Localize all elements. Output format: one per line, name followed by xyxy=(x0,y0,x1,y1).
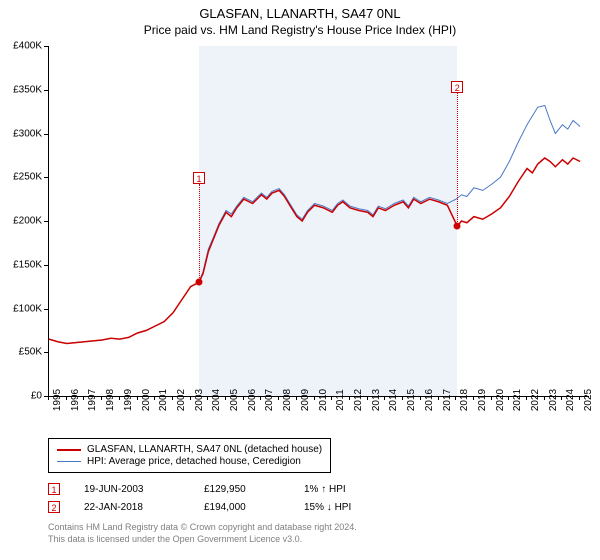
y-tick-label: £350K xyxy=(0,84,42,95)
y-tick-label: £50K xyxy=(0,347,42,358)
x-tick-label: 2014 xyxy=(388,389,399,411)
marker-dotline xyxy=(199,184,200,282)
transaction-row: 1 19-JUN-2003 £129,950 1% ↑ HPI xyxy=(48,480,404,498)
legend-item-hpi: HPI: Average price, detached house, Cere… xyxy=(57,456,322,467)
legend-swatch-blue xyxy=(57,461,81,462)
transaction-price: £129,950 xyxy=(204,484,304,495)
x-tick-label: 1999 xyxy=(123,389,134,411)
x-tick-label: 1998 xyxy=(105,389,116,411)
x-tick-label: 2005 xyxy=(229,389,240,411)
x-tick-label: 2020 xyxy=(495,389,506,411)
x-tick-label: 2011 xyxy=(335,389,346,411)
legend-swatch-red xyxy=(57,449,81,451)
y-tick-label: £250K xyxy=(0,172,42,183)
transaction-marker-2: 2 xyxy=(48,501,60,513)
transaction-row: 2 22-JAN-2018 £194,000 15% ↓ HPI xyxy=(48,498,404,516)
x-tick-label: 1997 xyxy=(87,389,98,411)
x-tick-label: 1995 xyxy=(52,389,63,411)
transaction-price: £194,000 xyxy=(204,502,304,513)
x-tick-label: 2006 xyxy=(247,389,258,411)
footer-line2: This data is licensed under the Open Gov… xyxy=(48,534,357,546)
x-tick-label: 2008 xyxy=(282,389,293,411)
x-tick-label: 2016 xyxy=(424,389,435,411)
x-tick-label: 2018 xyxy=(459,389,470,411)
x-tick-label: 2017 xyxy=(442,389,453,411)
series-line-glasfan xyxy=(49,158,580,344)
x-tick-label: 2024 xyxy=(565,389,576,411)
marker-box-1: 1 xyxy=(193,172,205,184)
y-tick-label: £300K xyxy=(0,128,42,139)
transaction-pct: 1% ↑ HPI xyxy=(304,484,404,495)
subtitle: Price paid vs. HM Land Registry's House … xyxy=(0,21,600,37)
marker-dotline xyxy=(457,93,458,226)
legend-label: HPI: Average price, detached house, Cere… xyxy=(87,456,301,467)
x-tick-label: 2007 xyxy=(264,389,275,411)
title: GLASFAN, LLANARTH, SA47 0NL xyxy=(0,0,600,21)
transaction-date: 22-JAN-2018 xyxy=(84,502,204,513)
transaction-pct: 15% ↓ HPI xyxy=(304,502,404,513)
x-tick-label: 2023 xyxy=(548,389,559,411)
y-tick-label: £200K xyxy=(0,216,42,227)
footer: Contains HM Land Registry data © Crown c… xyxy=(48,522,357,545)
chart-area: 12 £0£50K£100K£150K£200K£250K£300K£350K£… xyxy=(48,46,588,396)
x-tick-label: 2001 xyxy=(158,389,169,411)
plot: 12 xyxy=(48,46,589,397)
y-tick-label: £100K xyxy=(0,303,42,314)
x-tick-label: 2009 xyxy=(300,389,311,411)
marker-dot-1 xyxy=(195,279,202,286)
x-tick-label: 2025 xyxy=(583,389,594,411)
y-tick-label: £400K xyxy=(0,41,42,52)
y-tick-label: £0 xyxy=(0,391,42,402)
marker-dot-2 xyxy=(454,223,461,230)
x-tick-label: 2021 xyxy=(512,389,523,411)
x-tick-label: 2013 xyxy=(371,389,382,411)
legend-label: GLASFAN, LLANARTH, SA47 0NL (detached ho… xyxy=(87,444,322,455)
transaction-date: 19-JUN-2003 xyxy=(84,484,204,495)
legend-item-glasfan: GLASFAN, LLANARTH, SA47 0NL (detached ho… xyxy=(57,444,322,455)
x-tick-label: 1996 xyxy=(70,389,81,411)
chart-container: GLASFAN, LLANARTH, SA47 0NL Price paid v… xyxy=(0,0,600,560)
transaction-table: 1 19-JUN-2003 £129,950 1% ↑ HPI 2 22-JAN… xyxy=(48,480,404,516)
x-tick-label: 2002 xyxy=(176,389,187,411)
series-line-hpi xyxy=(49,106,580,344)
x-tick-label: 2004 xyxy=(211,389,222,411)
marker-box-2: 2 xyxy=(451,81,463,93)
x-tick-label: 2012 xyxy=(353,389,364,411)
transaction-marker-1: 1 xyxy=(48,483,60,495)
y-tick-label: £150K xyxy=(0,259,42,270)
footer-line1: Contains HM Land Registry data © Crown c… xyxy=(48,522,357,534)
x-tick-label: 2000 xyxy=(141,389,152,411)
x-tick-label: 2022 xyxy=(530,389,541,411)
x-tick-label: 2003 xyxy=(194,389,205,411)
legend: GLASFAN, LLANARTH, SA47 0NL (detached ho… xyxy=(48,438,331,473)
x-tick-label: 2019 xyxy=(477,389,488,411)
x-tick-label: 2010 xyxy=(318,389,329,411)
line-svg xyxy=(49,46,589,396)
x-tick-label: 2015 xyxy=(406,389,417,411)
